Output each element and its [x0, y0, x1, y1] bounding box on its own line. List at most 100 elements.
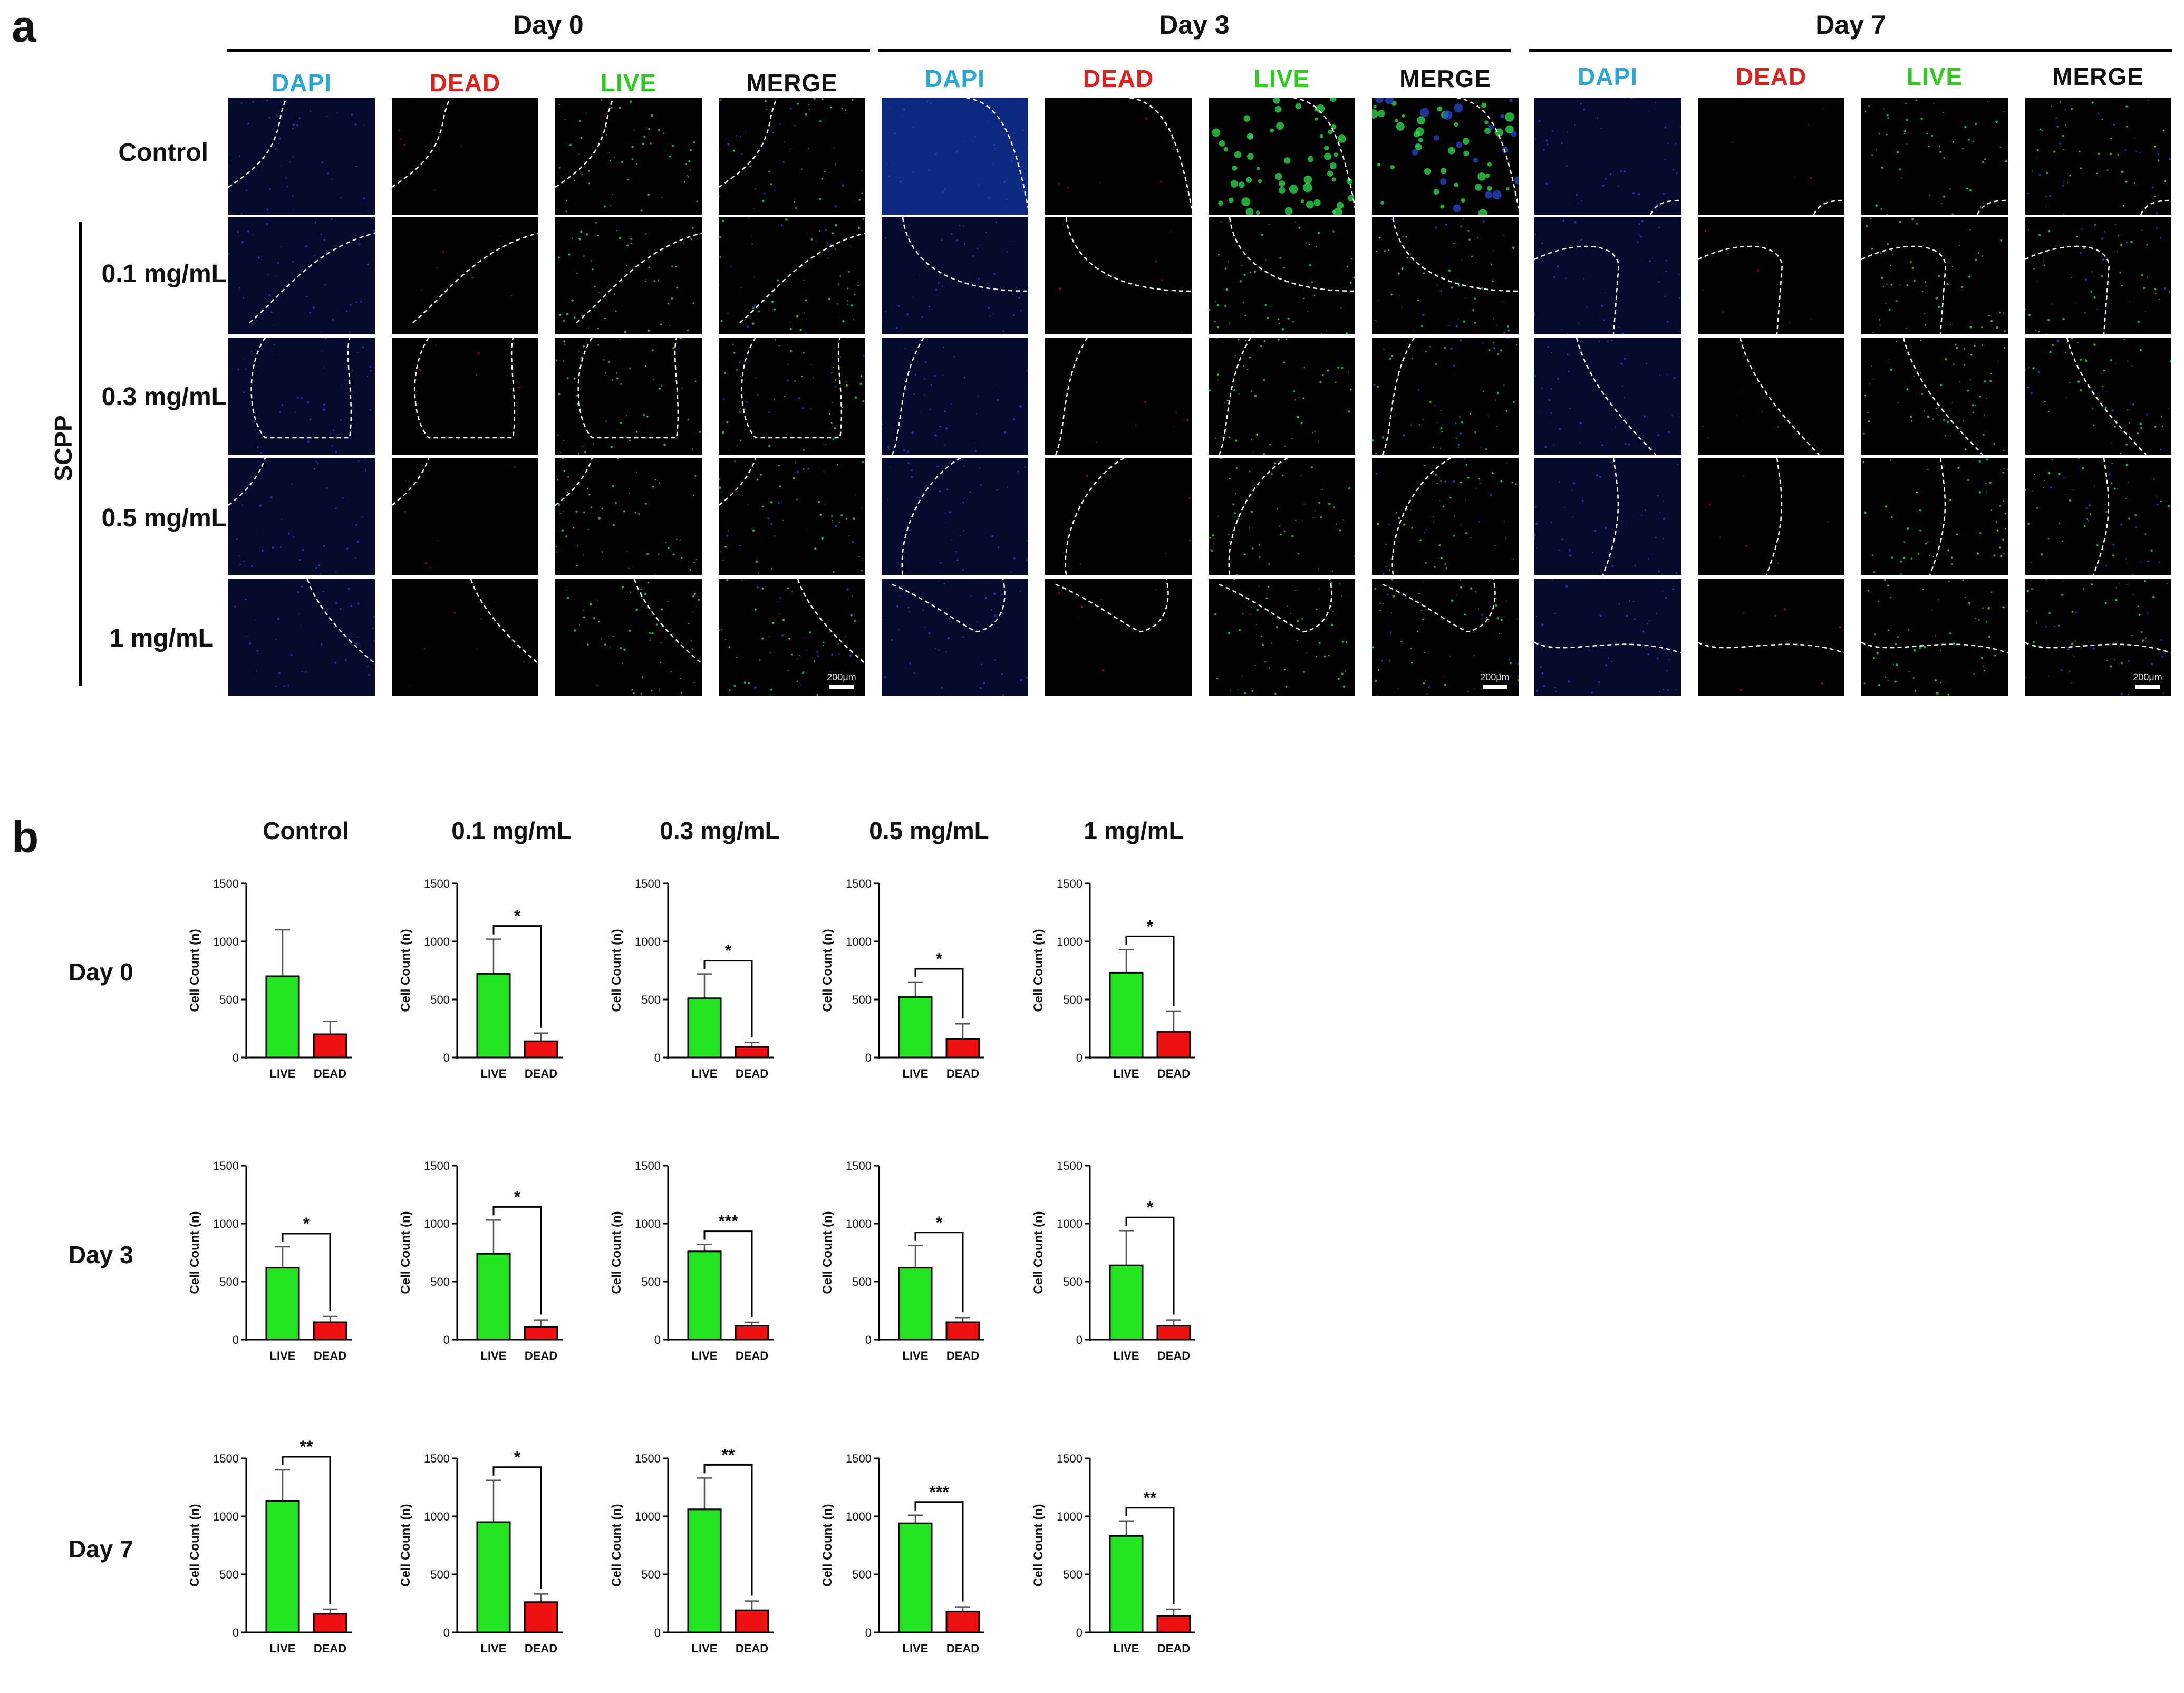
day-3-divider: [878, 49, 1511, 52]
micrograph-day-0-0-5-mg-ml-merge: [719, 458, 865, 575]
bar-dead: [524, 1601, 558, 1633]
bar-chart-day-0-0-5-mg-ml: Cell Count (n) 0 500 1000 1500 LIVE DEAD *: [820, 873, 1011, 1115]
significance-label: *: [936, 1213, 943, 1232]
y-tick-label: 0: [443, 1333, 450, 1346]
scale-bar-day-7: [2135, 685, 2160, 689]
micrograph-day-7-0-1-mg-ml-dapi: [1534, 217, 1681, 334]
y-tick-label: 500: [852, 1568, 872, 1581]
y-tick-label: 0: [443, 1051, 450, 1064]
bar-dead: [524, 1040, 558, 1059]
y-tick-label: 500: [641, 993, 661, 1006]
micrograph-day-7-1-mg-ml-dapi: [1534, 579, 1681, 696]
y-tick-label: 0: [865, 1626, 872, 1639]
x-tick-label: DEAD: [525, 1642, 557, 1655]
bar-chart-day-7-0-1-mg-ml: Cell Count (n) 0 500 1000 1500 LIVE DEAD *: [399, 1448, 589, 1690]
x-tick-label: LIVE: [270, 1642, 296, 1655]
bar-live: [687, 997, 722, 1059]
bar-chart-day-3-control: Cell Count (n) 0 500 1000 1500 LIVE DEAD *: [188, 1155, 378, 1398]
micrograph-day-7-control-dead: [1698, 98, 1844, 215]
significance-bracket: [703, 1464, 753, 1596]
micrograph-day-0-control-dapi: [228, 98, 375, 215]
b-col-1: 1 mg/mL: [1084, 817, 1184, 844]
y-tick-label: 1500: [213, 1159, 239, 1172]
y-tick-label: 500: [1063, 1275, 1083, 1288]
y-tick-label: 1500: [1057, 1452, 1083, 1465]
x-tick-label: LIVE: [1114, 1067, 1139, 1080]
micrograph-day-7-control-live: [1861, 98, 2008, 215]
scale-bar-label-day-3: 200μm: [1480, 672, 1510, 682]
bar-dead: [735, 1609, 769, 1633]
panel-a-letter: a: [12, 2, 36, 51]
y-tick-label: 1500: [635, 1452, 661, 1465]
y-tick-label: 1500: [1057, 877, 1083, 890]
bar-live: [1109, 971, 1144, 1059]
y-axis-label: Cell Count (n): [188, 929, 202, 1012]
x-tick-label: DEAD: [736, 1067, 768, 1080]
x-tick-label: DEAD: [946, 1349, 979, 1362]
significance-label: *: [1147, 1198, 1154, 1217]
bar-chart-day-0-control: Cell Count (n) 0 500 1000 1500 LIVE DEAD: [188, 873, 378, 1115]
y-tick-label: 500: [1063, 1568, 1083, 1581]
y-tick-label: 1000: [424, 935, 450, 948]
y-tick-label: 0: [233, 1626, 239, 1639]
y-axis-label: Cell Count (n): [188, 1211, 202, 1294]
bar-chart-day-3-0-3-mg-ml: Cell Count (n) 0 500 1000 1500 LIVE DEAD ***: [610, 1155, 800, 1398]
channel-label-day-3-merge: MERGE: [1399, 65, 1491, 92]
y-axis-label: Cell Count (n): [820, 929, 835, 1012]
x-tick-label: LIVE: [481, 1349, 507, 1362]
micrograph-day-7-1-mg-ml-live: [1861, 579, 2008, 696]
y-tick-label: 1000: [1057, 1217, 1083, 1230]
y-tick-label: 500: [219, 1568, 239, 1581]
micrograph-day-3-0-3-mg-ml-merge: [1372, 338, 1519, 455]
y-tick-label: 0: [865, 1333, 872, 1346]
micrograph-day-3-0-1-mg-ml-merge: [1372, 217, 1519, 334]
bar-live: [476, 1253, 511, 1341]
bar-chart-day-3-0-5-mg-ml: Cell Count (n) 0 500 1000 1500 LIVE DEAD *: [820, 1155, 1011, 1398]
micrograph-day-7-0-5-mg-ml-dapi: [1534, 458, 1681, 575]
bar-dead: [524, 1326, 558, 1341]
bar-dead: [735, 1325, 769, 1341]
y-tick-label: 500: [852, 993, 872, 1006]
scale-bar-day-0: [829, 685, 854, 689]
micrograph-day-0-0-5-mg-ml-dead: [392, 458, 538, 575]
b-col-0-1: 0.1 mg/mL: [451, 817, 572, 844]
significance-label: *: [514, 907, 521, 926]
y-tick-label: 500: [641, 1275, 661, 1288]
y-tick-label: 0: [233, 1333, 239, 1346]
channel-label-day-3-dead: DEAD: [1083, 65, 1154, 92]
micrograph-day-7-0-3-mg-ml-live: [1861, 338, 2008, 455]
y-tick-label: 500: [219, 993, 239, 1006]
y-axis-label: Cell Count (n): [610, 1211, 624, 1294]
day-0-divider: [227, 49, 870, 52]
micrograph-day-0-control-dead: [392, 98, 538, 215]
y-tick-label: 1000: [635, 1217, 661, 1230]
significance-bracket: [492, 1206, 542, 1315]
micrograph-day-0-1-mg-ml-merge: [719, 579, 865, 696]
significance-bracket: [492, 1466, 542, 1589]
day-0-title: Day 0: [513, 10, 584, 40]
bar-dead: [313, 1613, 347, 1633]
bar-dead: [313, 1033, 347, 1059]
y-tick-label: 0: [654, 1051, 661, 1064]
bar-dead: [1156, 1325, 1191, 1341]
significance-bracket: [914, 1501, 964, 1602]
row-label-control: Control: [118, 139, 208, 167]
significance-bracket: [703, 1230, 753, 1317]
bar-chart-day-7-control: Cell Count (n) 0 500 1000 1500 LIVE DEAD **: [188, 1437, 378, 1690]
micrograph-day-7-0-1-mg-ml-live: [1861, 217, 2008, 334]
y-axis-label: Cell Count (n): [188, 1504, 202, 1586]
channel-label-day-0-merge: MERGE: [746, 69, 838, 97]
y-tick-label: 500: [852, 1275, 872, 1288]
significance-label: *: [514, 1187, 521, 1206]
bar-live: [265, 1267, 300, 1341]
y-tick-label: 1000: [635, 1510, 661, 1523]
x-tick-label: DEAD: [525, 1349, 557, 1362]
x-tick-label: LIVE: [903, 1642, 929, 1655]
significance-label: *: [514, 1448, 521, 1467]
bar-live: [265, 975, 300, 1059]
scpp-bracket: [79, 222, 82, 686]
micrograph-day-0-0-3-mg-ml-dapi: [228, 338, 375, 455]
y-tick-label: 0: [1076, 1051, 1083, 1064]
significance-bracket: [1125, 1507, 1175, 1604]
